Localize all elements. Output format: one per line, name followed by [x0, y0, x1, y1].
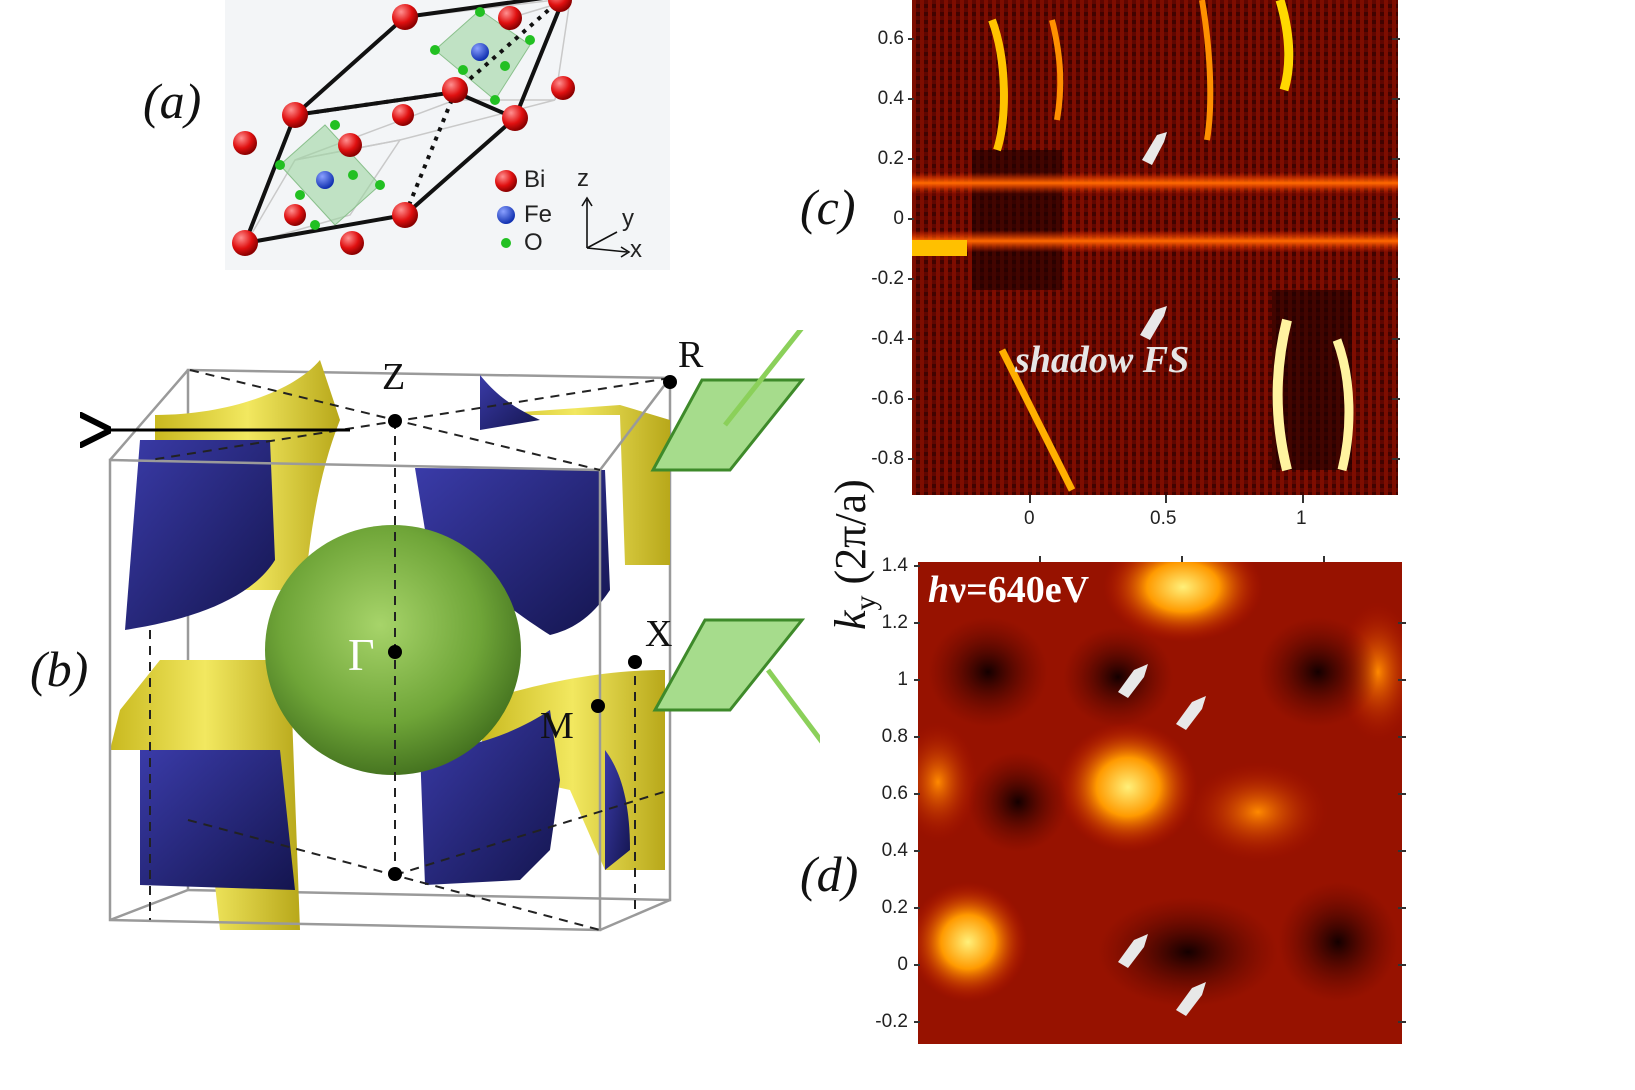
point-r-label: R [678, 334, 704, 376]
brillouin-zone-diagram [80, 330, 820, 932]
d-ytick: -0.2 [875, 1011, 908, 1032]
c-ytick: 0.6 [877, 28, 904, 49]
c-xtick: 0 [1024, 508, 1035, 529]
c-ytick: -0.4 [871, 328, 904, 349]
point-z-label: Z [382, 356, 406, 398]
panel-label-b: (b) [30, 641, 89, 697]
c-ytick: 0.2 [877, 148, 904, 169]
c-ytick: -0.2 [871, 268, 904, 289]
d-ytick: 0 [897, 954, 908, 975]
legend-fe-label: Fe [524, 201, 553, 228]
crystal-legend [495, 170, 517, 248]
shadow-fs-annotation: shadow FS [1015, 339, 1190, 381]
point-m-label: M [540, 705, 574, 747]
d-ytick: 0.6 [881, 783, 908, 804]
axis-y-label: y [622, 205, 634, 232]
c-xtick: 0.5 [1150, 508, 1177, 529]
panel-label-d: (d) [800, 846, 859, 902]
point-gamma-label: Γ [348, 629, 375, 680]
d-ytick: 1.2 [881, 612, 908, 633]
c-ytick: 0.4 [877, 88, 904, 109]
photon-energy-h: h [928, 569, 950, 611]
c-ytick: -0.6 [871, 388, 904, 409]
c-xtick: 1 [1296, 508, 1307, 529]
c-ytick: -0.8 [871, 448, 904, 469]
d-ytick: 1.4 [881, 555, 908, 576]
axis-tick-marks [908, 38, 1406, 1023]
d-ytick: 0.8 [881, 726, 908, 747]
point-x-label: X [645, 613, 673, 655]
d-ytick: 0.2 [881, 897, 908, 918]
axis-z-label: z [577, 165, 589, 192]
photon-energy-label: hν=640eV [928, 568, 1089, 612]
crystal-structure [225, 0, 670, 270]
axis-x-label: x [630, 236, 642, 263]
ky-axis-label: ky (2π/a) [825, 440, 885, 630]
fermi-map-c [912, 0, 1398, 495]
ky-subscript: y [848, 595, 882, 611]
photon-energy-value: ν=640eV [949, 569, 1090, 611]
fermi-map-d [918, 562, 1402, 1044]
d-ytick: 0.4 [881, 840, 908, 861]
legend-o-label: O [524, 229, 543, 256]
legend-bi-label: Bi [524, 166, 546, 193]
d-ytick: 1 [897, 669, 908, 690]
panel-label-a: (a) [143, 73, 202, 129]
c-ytick: 0 [893, 208, 904, 229]
panel-label-c: (c) [800, 179, 856, 235]
